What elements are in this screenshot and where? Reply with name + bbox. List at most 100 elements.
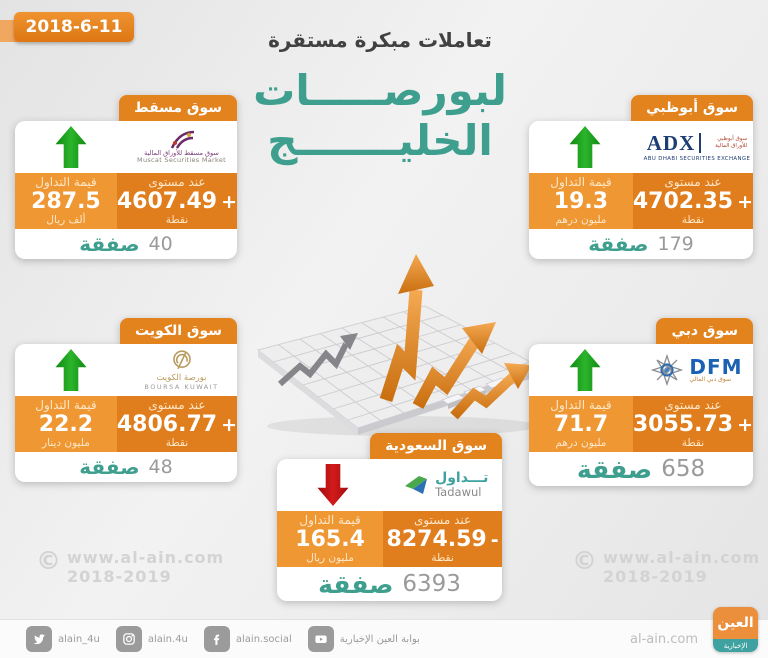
deals-count: 179: [657, 233, 694, 255]
deals-footer: 48 صفقة: [15, 452, 237, 482]
index-level-cell: عند مستوى 3055.73 + نقطة: [632, 396, 753, 452]
watermark-years: 2018-2019: [603, 567, 708, 586]
trend-arrow-up-icon: [529, 344, 641, 396]
points-label: نقطة: [431, 552, 454, 564]
deals-word: صفقة: [318, 569, 394, 599]
instagram-handle: alain.4u: [147, 633, 188, 645]
twitter-icon[interactable]: [26, 626, 52, 652]
trading-value-cell: قيمة التداول 71.7 مليون درهم: [529, 396, 633, 452]
points-label: نقطة: [165, 214, 189, 226]
watermark-url: www.al-ain.com: [603, 548, 761, 567]
adx-logo: ADX سوق أبوظبي للأوراق المالية ABU DHABI…: [641, 121, 753, 173]
logo-text-ar: تـــداول: [435, 470, 489, 486]
social-twitter[interactable]: alain_4u: [26, 626, 100, 652]
logo-text-short: ADX: [646, 130, 696, 155]
market-card-dubai: سوق دبي: [529, 318, 753, 486]
logo-text-ar: سوق مسقط للأوراق المالية: [144, 148, 219, 157]
social-youtube[interactable]: بوابة العين الإخبارية: [307, 626, 420, 652]
deals-footer: 40 صفقة: [15, 229, 237, 259]
trading-value-label: قيمة التداول: [299, 513, 361, 527]
index-level-cell: عند مستوى 8274.59- نقطة: [383, 511, 502, 567]
market-card-kuwait: سوق الكويت بورصة الكويت BOURSA KUWAIT قي…: [15, 318, 237, 482]
twitter-handle: alain_4u: [58, 633, 100, 645]
points-label: نقطة: [165, 437, 189, 449]
trading-value-label: قيمة التداول: [550, 398, 612, 412]
logo-text-en: Tadawul: [435, 485, 482, 499]
logo-text-en: Muscat Securities Market: [137, 156, 226, 164]
index-value: 4806.77: [116, 412, 218, 437]
card-body: ADX سوق أبوظبي للأوراق المالية ABU DHABI…: [529, 121, 753, 173]
market-name: سوق أبوظبي: [646, 100, 738, 116]
market-ribbon: سوق الكويت: [120, 318, 237, 344]
social-instagram[interactable]: alain.4u: [115, 626, 188, 652]
trading-value-cell: قيمة التداول 22.2 مليون دينار: [15, 396, 117, 452]
alain-logo-wordmark: العين: [713, 607, 758, 639]
trading-unit: مليون دينار: [42, 437, 90, 449]
watermark-years: 2018-2019: [67, 567, 172, 586]
watermark-left: © www.al-ain.com 2018-2019: [36, 548, 224, 586]
copyright-icon: ©: [36, 546, 61, 575]
points-label: نقطة: [681, 214, 705, 226]
trading-value-label: قيمة التداول: [550, 175, 612, 189]
alain-news-logo[interactable]: العين الإخبارية: [713, 607, 758, 652]
trading-value-cell: قيمة التداول 165.4 مليون ريال: [277, 511, 384, 567]
level-label: عند مستوى: [664, 175, 722, 189]
alain-logo-subtitle: الإخبارية: [713, 639, 758, 652]
logo-text-short: DFM: [689, 354, 743, 379]
youtube-icon[interactable]: [307, 626, 334, 652]
social-links: alain_4u alain.4u alain.social بوابة الع…: [26, 626, 420, 652]
logo-text-ar: سوق دبي المالي: [689, 375, 731, 383]
facebook-icon[interactable]: [203, 626, 230, 652]
social-facebook[interactable]: alain.social: [203, 626, 292, 652]
change-sign: +: [221, 191, 237, 213]
deals-word: صفقة: [588, 232, 649, 256]
market-arrows-illustration: [256, 254, 544, 436]
logo-text-en: BOURSA KUWAIT: [144, 383, 219, 392]
trading-value: 287.5: [31, 189, 101, 214]
market-ribbon: سوق أبوظبي: [631, 95, 753, 121]
level-label: عند مستوى: [664, 398, 722, 412]
market-ribbon: سوق دبي: [656, 318, 753, 344]
trading-value: 22.2: [38, 412, 94, 437]
deals-count: 658: [661, 456, 706, 482]
deals-word: صفقة: [79, 232, 140, 256]
market-name: سوق دبي: [671, 323, 738, 339]
footer-bar: alain_4u alain.4u alain.social بوابة الع…: [0, 607, 768, 658]
dfm-logo: DFM سوق دبي المالي: [641, 344, 753, 396]
trading-unit: ألف ريال: [46, 214, 86, 226]
watermark-right: © www.al-ain.com 2018-2019: [572, 548, 760, 586]
trading-value-cell: قيمة التداول 287.5 ألف ريال: [15, 173, 117, 229]
instagram-icon[interactable]: [115, 626, 142, 652]
card-body: بورصة الكويت BOURSA KUWAIT: [15, 344, 237, 396]
deals-count: 48: [148, 456, 173, 478]
facebook-handle: alain.social: [235, 633, 292, 645]
index-level-cell: عند مستوى 4607.49 + نقطة: [116, 173, 237, 229]
card-body: تـــداول Tadawul: [277, 459, 502, 511]
trend-arrow-up-icon: [529, 121, 641, 173]
change-sign: +: [737, 191, 753, 213]
logo-text-en: ABU DHABI SECURITIES EXCHANGE: [643, 155, 751, 162]
copyright-icon: ©: [572, 546, 597, 575]
boursa-kuwait-logo: بورصة الكويت BOURSA KUWAIT: [126, 344, 237, 396]
boursa-kuwait-mark: [172, 350, 191, 370]
trend-arrow-down-icon: [277, 459, 390, 511]
trading-value-label: قيمة التداول: [35, 398, 97, 412]
headline-main-2: الخليـــــــج: [267, 116, 493, 165]
card-body: DFM سوق دبي المالي: [529, 344, 753, 396]
index-value: 8274.59: [386, 527, 487, 552]
trading-value: 165.4: [295, 527, 365, 552]
level-label: عند مستوى: [148, 398, 206, 412]
market-name: سوق مسقط: [134, 100, 222, 116]
trend-arrow-up-icon: [15, 121, 126, 173]
trading-unit: مليون درهم: [555, 214, 607, 226]
market-name: سوق السعودية: [385, 438, 487, 454]
trading-value-label: قيمة التداول: [35, 175, 97, 189]
deals-word: صفقة: [576, 454, 653, 484]
change-sign: +: [737, 414, 753, 436]
msm-logo-mark: [170, 130, 194, 149]
card-values: قيمة التداول 22.2 مليون دينار عند مستوى …: [15, 396, 237, 452]
tadawul-logo: تـــداول Tadawul: [390, 459, 503, 511]
level-label: عند مستوى: [413, 513, 472, 527]
tadawul-logo-mark: [405, 476, 428, 494]
trading-value: 71.7: [553, 412, 609, 437]
